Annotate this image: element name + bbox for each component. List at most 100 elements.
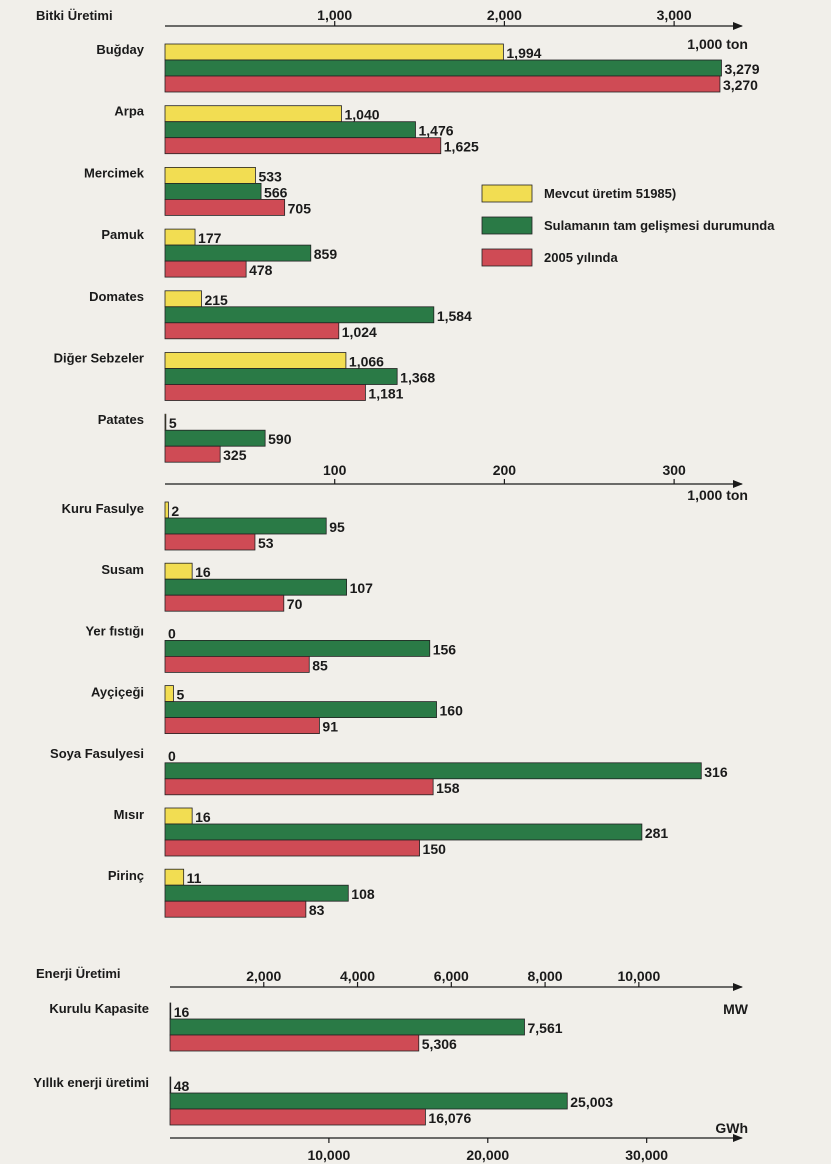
x-tick-label: 10,000 [307, 1147, 350, 1163]
data-label: 70 [287, 596, 303, 612]
data-label: 325 [223, 447, 247, 463]
legend: Mevcut üretim 51985) Sulamanın tam gelişm… [481, 184, 775, 267]
bar-irrigation-yer-fistigi [164, 640, 431, 657]
data-label: 150 [423, 841, 447, 857]
data-label: 0 [168, 625, 176, 641]
unit-label: MW [723, 1001, 749, 1017]
bar-y2005-patates [164, 445, 221, 463]
category-label: Domates [89, 289, 144, 304]
data-label: 156 [433, 641, 457, 657]
bar-y2005-aycicegi [164, 717, 320, 734]
data-label: 533 [258, 168, 282, 184]
category-label: Mercimek [84, 165, 145, 180]
bar-group-yillik-enerji-uretimi: Yıllık enerji üretimi 48 25,003 16,076 [33, 1075, 613, 1126]
bar-current-mercimek [164, 166, 256, 184]
bar-y2005-domates [164, 322, 340, 340]
x-tick-label: 8,000 [528, 968, 563, 984]
bar-group-kuru-fasulye: Kuru Fasulye 2 95 53 [62, 501, 345, 551]
data-label: 7,561 [527, 1020, 562, 1036]
category-label: Mısır [114, 807, 144, 822]
data-label: 108 [351, 886, 375, 902]
bar-y2005-pirinc [164, 900, 307, 918]
data-label: 53 [258, 535, 274, 551]
bar-current-domates [164, 290, 202, 308]
bar-y2005-misir [164, 839, 420, 857]
category-label: Soya Fasulyesi [50, 746, 144, 761]
data-label: 705 [288, 200, 312, 216]
category-label: Pamuk [101, 227, 144, 242]
bar-group-patates: Patates 5 590 325 [98, 412, 292, 463]
legend-swatch [481, 216, 533, 235]
data-label: 25,003 [570, 1094, 613, 1110]
category-label: Kurulu Kapasite [49, 1001, 149, 1016]
data-label: 316 [704, 764, 728, 780]
x-tick-label: 3,000 [657, 7, 692, 23]
data-label: 1,625 [444, 139, 479, 155]
bar-irrigation-susam [164, 578, 347, 596]
data-label: 215 [204, 292, 228, 308]
bar-current-kuru-fasulye [164, 501, 169, 519]
data-label: 1,040 [344, 107, 379, 123]
x-tick-label: 30,000 [625, 1147, 668, 1163]
x-tick-label: 2,000 [487, 7, 522, 23]
data-label: 1,066 [349, 354, 384, 370]
x-tick-label: 1,000 [317, 7, 352, 23]
legend-label: 2005 yılında [544, 250, 618, 265]
legend-label: Mevcut üretim 51985) [544, 186, 676, 201]
panel-title: Bitki Üretimi [36, 8, 113, 23]
legend-swatch [481, 248, 533, 267]
data-label: 3,279 [724, 61, 759, 77]
bar-current-susam [164, 562, 193, 580]
data-label: 95 [329, 519, 345, 535]
data-label: 91 [322, 719, 338, 735]
data-label: 107 [350, 580, 374, 596]
legend-item-current: Mevcut üretim 51985) [481, 184, 676, 203]
bar-current-aycicegi [164, 685, 174, 702]
data-label: 566 [264, 184, 288, 200]
data-label: 16 [195, 564, 211, 580]
bar-current-diger-sebzeler [164, 352, 347, 369]
category-label: Diğer Sebzeler [54, 351, 144, 366]
data-label: 48 [174, 1078, 190, 1094]
bar-group-yer-fistigi: Yer fıstığı 0 156 85 [85, 623, 456, 673]
bar-irrigation-yillik-enerji-uretimi [169, 1092, 568, 1110]
data-label: 2 [171, 503, 179, 519]
category-label: Yıllık enerji üretimi [33, 1075, 149, 1090]
bar-y2005-bugday [164, 75, 721, 93]
bar-irrigation-kuru-fasulye [164, 517, 327, 535]
chart-panel-4: 10,000 20,000 30,000 GWh Yıllık enerji üreti… [33, 1075, 748, 1163]
category-label: Patates [98, 412, 144, 427]
bar-y2005-yer-fistigi [164, 656, 310, 673]
data-label: 1,994 [506, 45, 541, 61]
data-label: 478 [249, 262, 273, 278]
category-label: Ayçiçeği [91, 685, 144, 700]
panel-title: Enerji Üretimi [36, 966, 121, 981]
x-tick-label: 10,000 [617, 968, 660, 984]
x-tick-label: 300 [662, 462, 686, 478]
x-tick-label: 200 [493, 462, 517, 478]
bar-group-soya-fasulyesi: Soya Fasulyesi 0 316 158 [50, 746, 728, 796]
bar-irrigation-diger-sebzeler [164, 368, 398, 385]
bar-current-arpa [164, 105, 342, 123]
data-label: 1,368 [400, 370, 435, 386]
bar-current-patates [164, 413, 167, 431]
x-tick-label: 20,000 [466, 1147, 509, 1163]
category-label: Susam [101, 562, 144, 577]
category-label: Yer fıstığı [85, 623, 144, 638]
bar-irrigation-kurulu-kapasite [169, 1018, 525, 1036]
data-label: 16 [174, 1004, 190, 1020]
data-label: 16 [195, 809, 211, 825]
bar-irrigation-pirinc [164, 884, 349, 902]
legend-item-y2005: 2005 yılında [481, 248, 618, 267]
bar-group-misir: Mısır 16 281 150 [114, 807, 669, 857]
bar-group-aycicegi: Ayçiçeği 5 160 91 [91, 685, 463, 735]
bar-y2005-pamuk [164, 260, 247, 278]
legend-swatch [481, 184, 533, 203]
bar-y2005-kurulu-kapasite [169, 1034, 420, 1052]
bar-irrigation-patates [164, 429, 266, 447]
bar-irrigation-domates [164, 306, 435, 324]
data-label: 85 [312, 657, 328, 673]
